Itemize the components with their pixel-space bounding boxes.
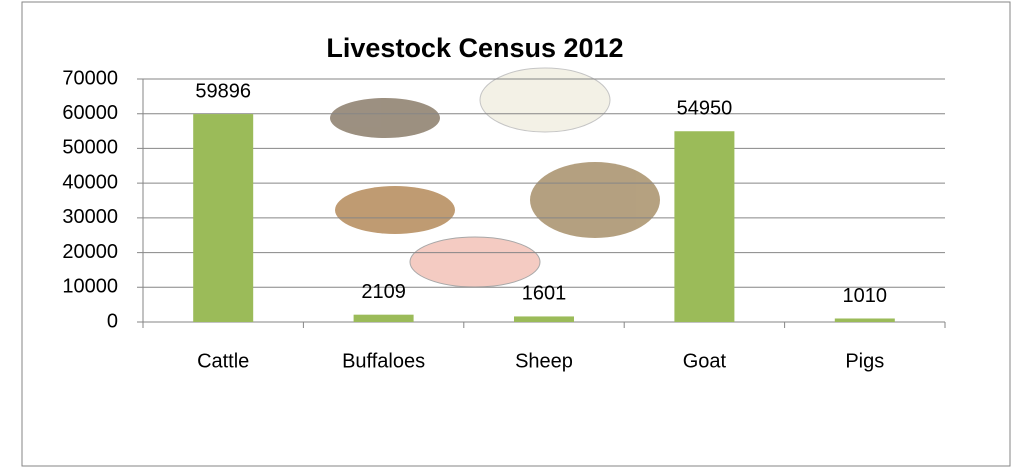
bar xyxy=(514,316,574,322)
sheep-illustration xyxy=(479,67,611,133)
bar xyxy=(834,318,895,322)
bar xyxy=(353,314,414,322)
donkey-illustration xyxy=(330,98,440,138)
bar xyxy=(674,131,735,322)
y-tick-label: 10000 xyxy=(62,276,118,298)
x-tick-label: Goat xyxy=(683,350,727,372)
y-tick-label: 30000 xyxy=(62,206,118,228)
value-label: 1010 xyxy=(843,285,888,307)
chart-title: Livestock Census 2012 xyxy=(326,33,623,63)
y-tick-label: 20000 xyxy=(62,241,118,263)
x-tick-label: Buffaloes xyxy=(342,350,425,372)
y-tick-label: 50000 xyxy=(62,137,118,159)
x-tick-label: Pigs xyxy=(845,350,884,372)
value-label: 59896 xyxy=(195,80,251,102)
x-tick-label: Cattle xyxy=(197,350,249,372)
y-tick-label: 40000 xyxy=(62,171,118,193)
x-tick-label: Sheep xyxy=(515,350,573,372)
y-tick-label: 70000 xyxy=(62,67,118,89)
value-label: 54950 xyxy=(677,98,733,120)
decorative-animals xyxy=(330,67,660,288)
cow-illustration xyxy=(335,186,455,234)
y-tick-label: 0 xyxy=(107,310,118,332)
bar xyxy=(193,114,254,322)
value-label: 2109 xyxy=(361,281,406,303)
bull-illustration xyxy=(530,162,660,238)
value-label: 1601 xyxy=(522,283,567,305)
y-tick-label: 60000 xyxy=(62,102,118,124)
pig-illustration xyxy=(409,236,541,288)
